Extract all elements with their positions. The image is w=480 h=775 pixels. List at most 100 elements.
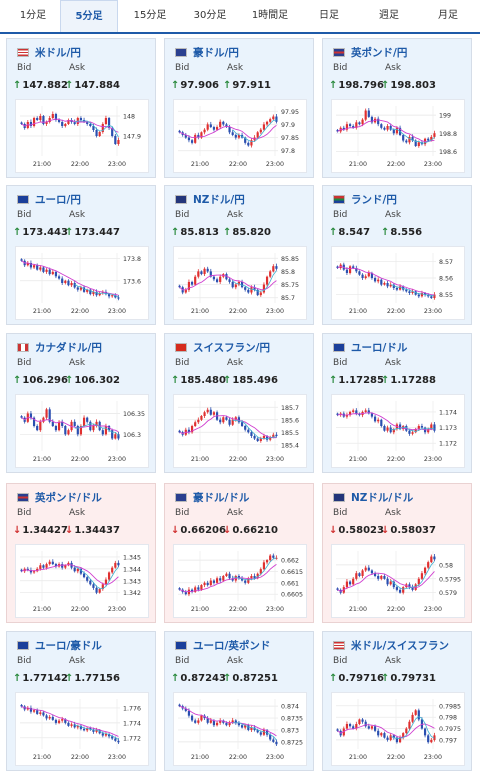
pair-title[interactable]: ユーロ/ドル (333, 340, 407, 355)
rate-card[interactable]: ユーロ/ドル Bid Ask ↑1.17285 ↑1.17288 1.174 1.173 1.… (322, 333, 472, 473)
ask-label: Ask (385, 508, 402, 518)
pair-title[interactable]: カナダドル/円 (17, 340, 102, 355)
rate-card[interactable]: 米ドル/スイスフラン Bid Ask ↑0.79716 ↑0.79731 0.7985 0.… (322, 631, 472, 771)
rate-card[interactable]: 英ポンド/円 Bid Ask ↑198.796 ↑198.803 199 198.8 198.… (322, 38, 472, 178)
pair-title[interactable]: 豪ドル/円 (175, 45, 239, 60)
mini-chart[interactable]: 0.7985 0.798 0.7975 0.797 21:00 22:00 23:00 (331, 692, 465, 766)
pair-title[interactable]: 豪ドル/ドル (175, 490, 249, 505)
candle (184, 708, 187, 711)
candle (265, 560, 269, 563)
rate-card[interactable]: 英ポンド/ドル Bid Ask ↓1.34427 ↓1.34437 1.345 1.344 1… (6, 483, 156, 623)
mini-chart[interactable]: 1.174 1.173 1.172 21:00 22:00 23:00 (331, 394, 465, 468)
mini-chart[interactable]: 0.58 0.5795 0.579 21:00 22:00 23:00 (331, 544, 465, 618)
rate-card[interactable]: 豪ドル/ドル Bid Ask ↓0.66206 ↓0.66210 0.662 0.6615 0… (164, 483, 314, 623)
candle (178, 130, 181, 133)
candle (370, 413, 374, 417)
ask-value-text: 85.820 (232, 227, 271, 238)
rate-card[interactable]: ユーロ/英ポンド Bid Ask ↑0.87243 ↑0.87251 0.874 0.873… (164, 631, 314, 771)
pair-title[interactable]: スイスフラン/円 (175, 340, 270, 355)
candle (89, 124, 92, 126)
mini-chart[interactable]: 0.662 0.6615 0.661 0.6605 21:00 22:00 23:00 (173, 544, 307, 618)
pair-title[interactable]: 米ドル/スイスフラン (333, 638, 449, 653)
rate-card[interactable]: NZドル/円 Bid Ask ↑85.813 ↑85.820 85.85 85.8 85.75… (164, 185, 314, 325)
candle (197, 720, 200, 723)
candle (380, 279, 383, 285)
candle (348, 411, 352, 416)
candle (370, 273, 374, 278)
candle (178, 704, 181, 707)
y-tick-label: 148 (123, 114, 135, 121)
rate-card[interactable]: ユーロ/円 Bid Ask ↑173.443 ↑173.447 173.8 173.6 21:… (6, 185, 156, 325)
x-tick-label: 23:00 (266, 754, 284, 761)
candle (219, 578, 222, 581)
candle (51, 114, 54, 118)
candle (398, 424, 402, 430)
mini-chart[interactable]: 1.776 1.774 1.772 21:00 22:00 23:00 (15, 692, 149, 766)
rate-card[interactable]: ユーロ/豪ドル Bid Ask ↑1.77142 ↑1.77156 1.776 1.774 1… (6, 631, 156, 771)
rate-card[interactable]: NZドル/ドル Bid Ask ↓0.58023 ↓0.58037 0.58 0.5795 0… (322, 483, 472, 623)
candle (39, 421, 42, 431)
mini-chart[interactable]: 8.57 8.56 8.55 21:00 22:00 23:00 (331, 246, 465, 320)
pair-title[interactable]: ユーロ/円 (17, 192, 81, 207)
candle (259, 129, 262, 133)
tab-3[interactable]: 30分足 (193, 10, 227, 21)
candle (389, 284, 392, 287)
bid-label: Bid (17, 210, 32, 220)
rate-card[interactable]: 豪ドル/円 Bid Ask ↑97.906 ↑97.911 97.95 97.9 97.85 9… (164, 38, 314, 178)
candle (203, 582, 206, 586)
candle (253, 287, 256, 290)
pair-title[interactable]: ランド/円 (333, 192, 397, 207)
mini-chart[interactable]: 185.7 185.6 185.5 185.4 21:00 22:00 23:00 (173, 394, 307, 468)
candle (392, 284, 395, 288)
candle (427, 562, 430, 568)
mini-chart[interactable]: 199 198.8 198.6 21:00 22:00 23:00 (331, 99, 465, 173)
candle (342, 127, 345, 130)
pair-title[interactable]: ユーロ/英ポンド (175, 638, 270, 653)
y-tick-label: 1.772 (123, 735, 141, 742)
ask-value: ↑1.77156 (65, 673, 120, 684)
tab-2[interactable]: 15分足 (133, 10, 167, 21)
candle (345, 724, 349, 729)
candle (26, 707, 29, 710)
mini-chart[interactable]: 0.874 0.8735 0.873 0.8725 21:00 22:00 23:00 (173, 692, 307, 766)
candle (42, 417, 45, 422)
arrow-down-icon: ↓ (223, 525, 232, 536)
pair-title[interactable]: ユーロ/豪ドル (17, 638, 102, 653)
mini-chart[interactable]: 97.95 97.9 97.85 97.8 21:00 22:00 23:00 (173, 99, 307, 173)
candle (336, 266, 339, 268)
tab-1[interactable]: 5分足 (60, 0, 118, 32)
mini-chart[interactable]: 148 147.9 21:00 22:00 23:00 (15, 99, 149, 173)
candle (272, 555, 275, 558)
pair-name: 英ポンド/ドル (35, 492, 102, 504)
mini-chart[interactable]: 106.35 106.3 21:00 22:00 23:00 (15, 394, 149, 468)
mini-chart[interactable]: 173.8 173.6 21:00 22:00 23:00 (15, 246, 149, 320)
x-tick-label: 21:00 (33, 606, 51, 613)
bid-value: ↑198.796 (329, 80, 384, 91)
rate-card[interactable]: ランド/円 Bid Ask ↑8.547 ↑8.556 8.57 8.56 8.55 21:00… (322, 185, 472, 325)
x-tick-label: 23:00 (424, 308, 442, 315)
pair-title[interactable]: 米ドル/円 (17, 45, 81, 60)
candle (386, 427, 389, 431)
candle (67, 430, 70, 435)
candle (26, 263, 29, 266)
pair-title[interactable]: NZドル/ドル (333, 490, 413, 505)
arrow-up-icon: ↑ (171, 227, 180, 238)
tab-5[interactable]: 日足 (319, 10, 339, 21)
candle (247, 142, 250, 146)
pair-title[interactable]: NZドル/円 (175, 192, 245, 207)
pair-title[interactable]: 英ポンド/ドル (17, 490, 102, 505)
rate-card[interactable]: カナダドル/円 Bid Ask ↑106.296 ↑106.302 106.35 106.3… (6, 333, 156, 473)
flag-icon (175, 493, 187, 502)
tab-0[interactable]: 1分足 (19, 10, 47, 21)
rate-card[interactable]: スイスフラン/円 Bid Ask ↑185.480 ↑185.496 185.7 185.6… (164, 333, 314, 473)
mini-chart[interactable]: 85.85 85.8 85.75 85.7 21:00 22:00 23:00 (173, 246, 307, 320)
tab-7[interactable]: 月足 (438, 10, 458, 21)
tab-6[interactable]: 週足 (379, 10, 399, 21)
pair-title[interactable]: 英ポンド/円 (333, 45, 407, 60)
flag-icon (17, 343, 29, 352)
bid-value: ↑173.443 (13, 227, 68, 238)
tab-4[interactable]: 1時間足 (251, 10, 289, 21)
mini-chart[interactable]: 1.345 1.344 1.343 1.342 21:00 22:00 23:00 (15, 544, 149, 618)
rate-card[interactable]: 米ドル/円 Bid Ask ↑147.882 ↑147.884 148 147.9 21:00… (6, 38, 156, 178)
candle (237, 281, 241, 285)
